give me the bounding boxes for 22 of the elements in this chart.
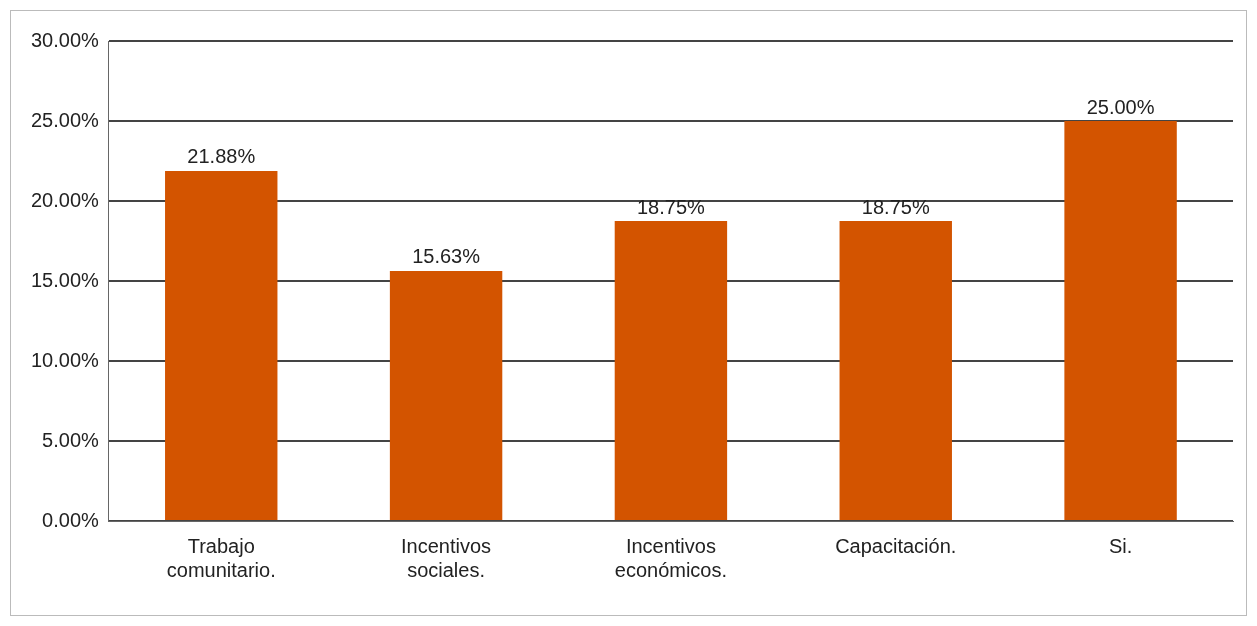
x-tick-label: Si.: [1108, 534, 1133, 557]
data-label: 18.75%: [861, 195, 930, 218]
x-tick-label: Trabajo comunitario.: [166, 534, 276, 581]
y-tick-label: 10.00%: [30, 348, 100, 371]
bar: [1064, 121, 1177, 520]
y-tick-label: 5.00%: [42, 428, 100, 451]
x-tick-label: Incentivos económicos.: [614, 534, 728, 581]
data-label: 18.75%: [636, 195, 706, 218]
data-label: 15.63%: [412, 245, 481, 268]
y-tick-label: 30.00%: [30, 28, 100, 51]
y-tick-label: 0.00%: [42, 508, 100, 531]
bar: [389, 270, 503, 520]
x-tick-label: Incentivos sociales.: [401, 534, 492, 581]
data-label: 21.88%: [187, 145, 256, 168]
x-tick-label: Capacitación.: [835, 534, 957, 557]
y-tick-label: 25.00%: [30, 108, 100, 131]
data-label: 25.00%: [1086, 95, 1155, 118]
bar: [165, 170, 278, 520]
y-tick-label: 15.00%: [30, 268, 100, 291]
y-tick-label: 20.00%: [30, 188, 100, 211]
bar: [614, 221, 728, 520]
bar: [839, 221, 952, 520]
